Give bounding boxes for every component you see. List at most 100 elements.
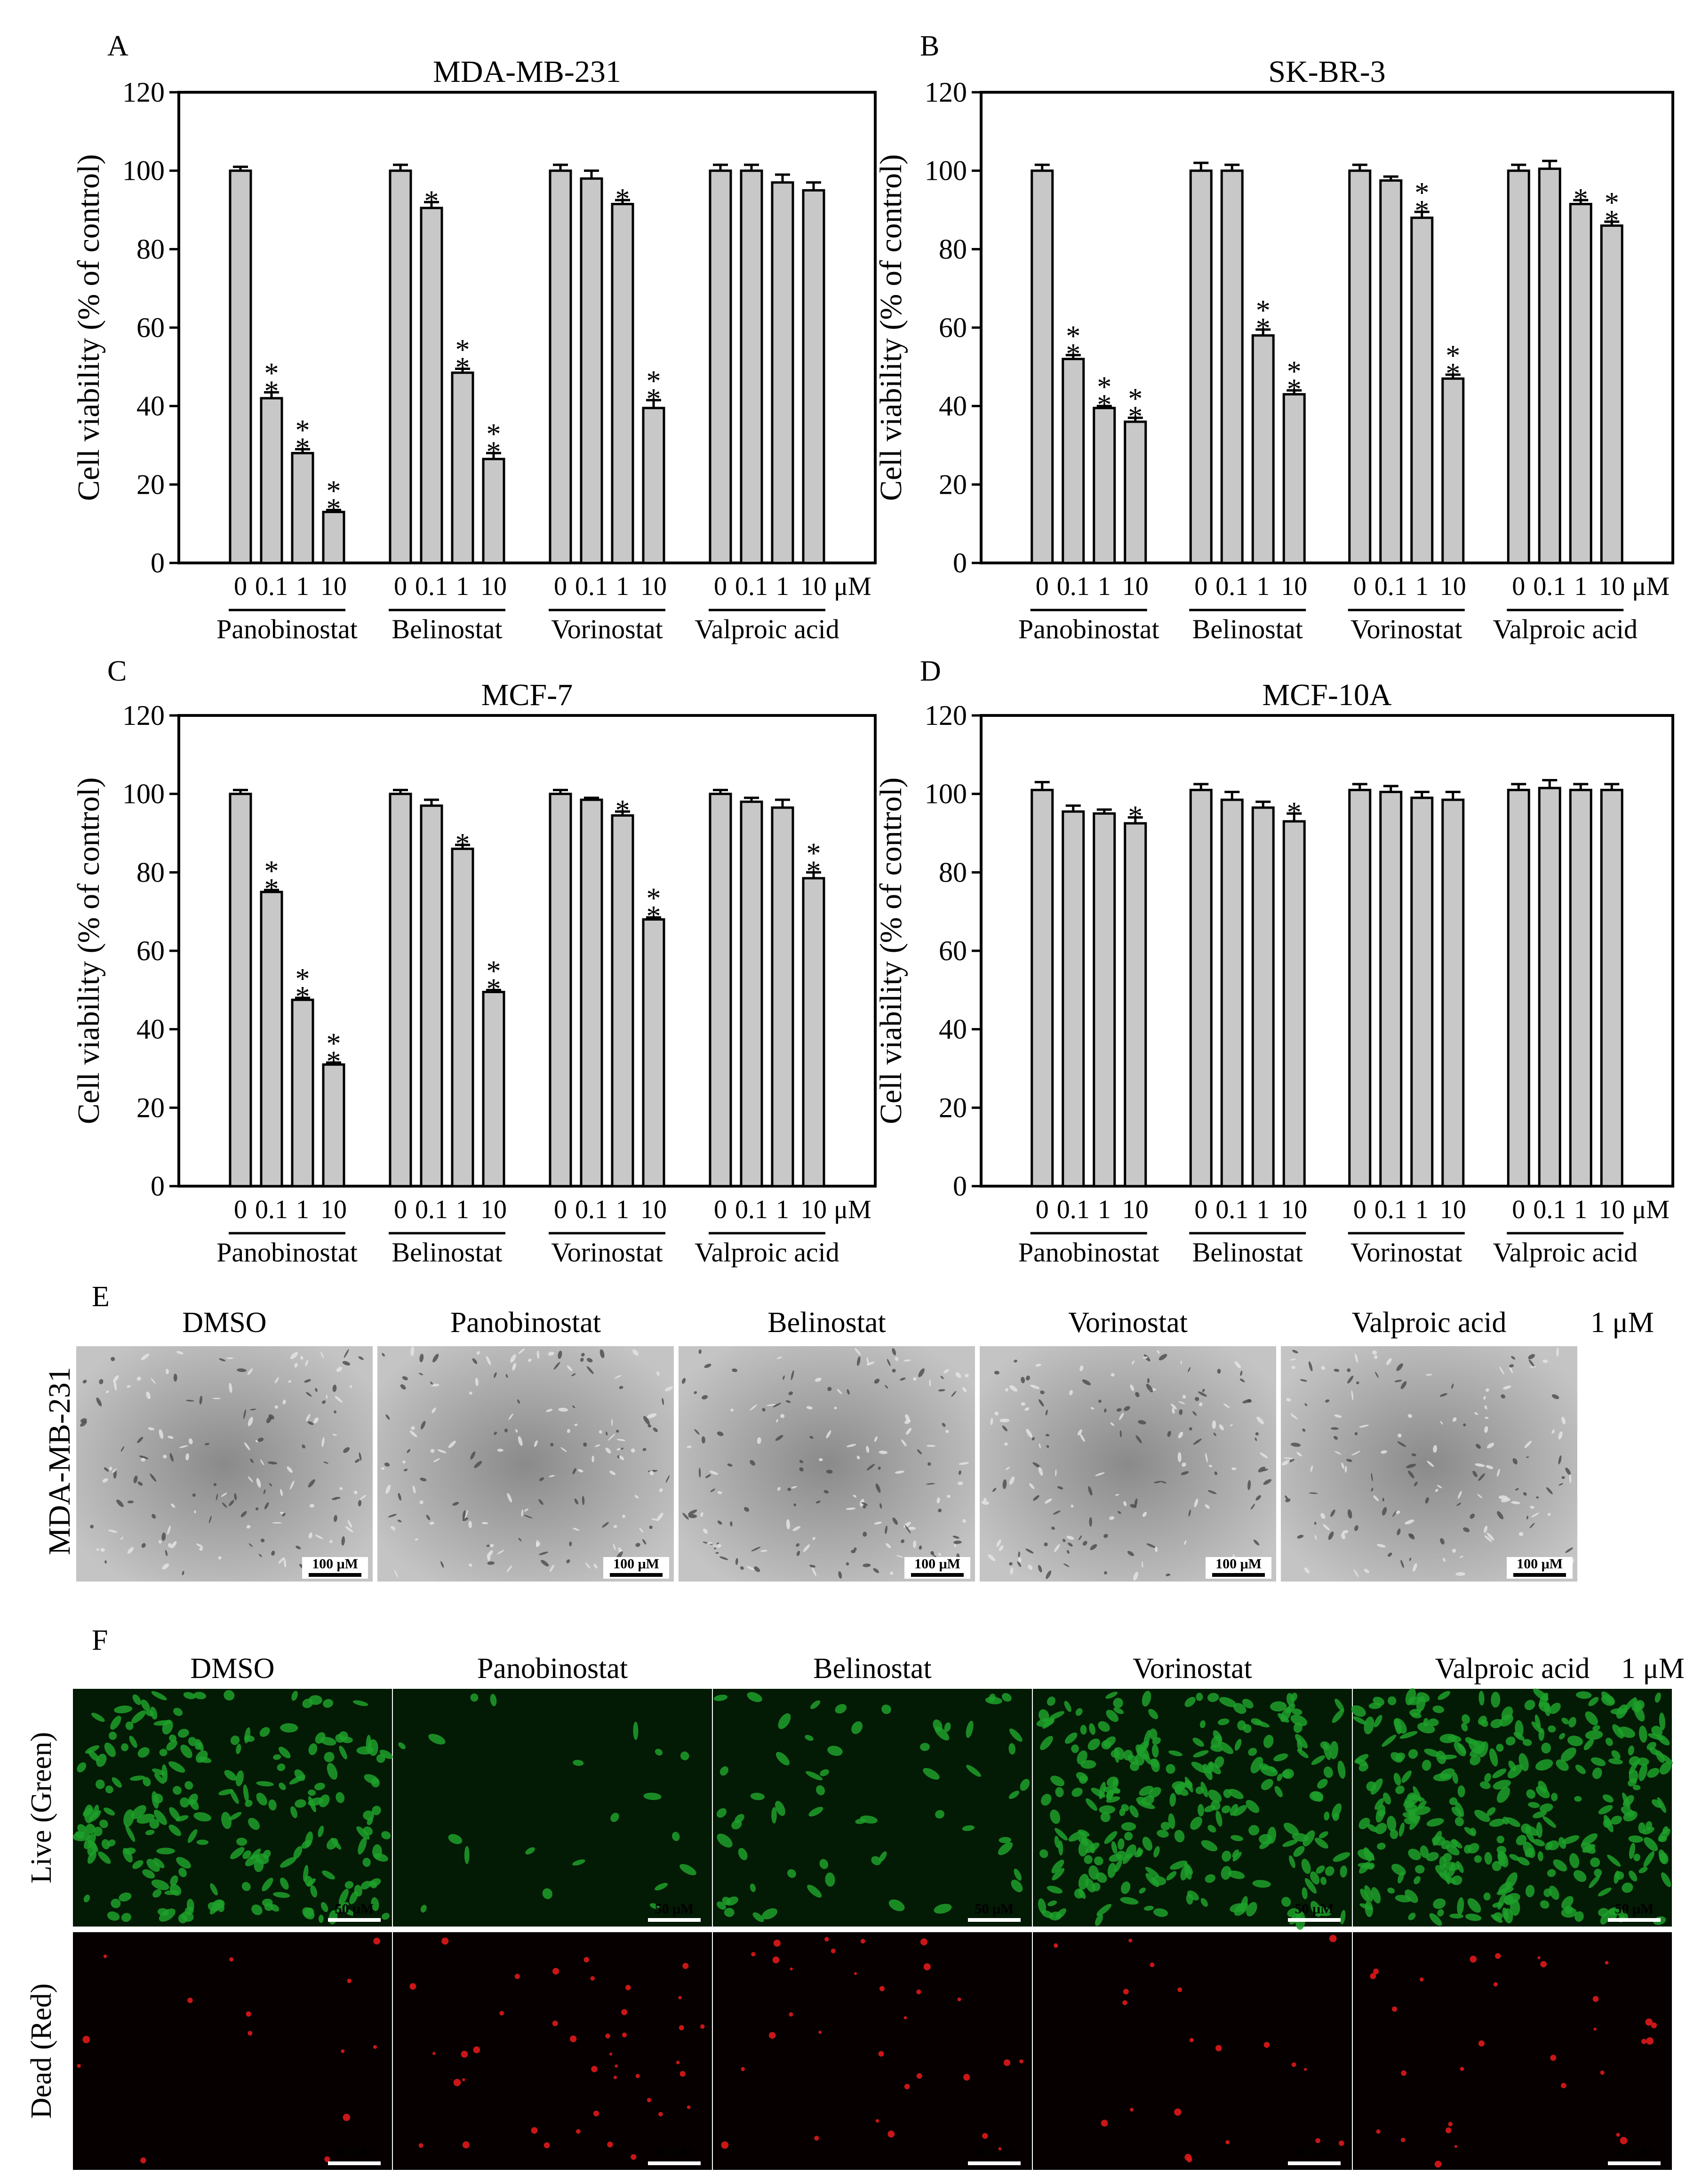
live-cell (1358, 1763, 1368, 1772)
cell-speck (99, 1379, 104, 1384)
live-cell (1398, 1871, 1404, 1884)
cell-speck (682, 1512, 689, 1520)
live-cell (367, 1817, 373, 1825)
cell-speck (82, 1380, 87, 1384)
cell-speck (280, 1489, 283, 1496)
live-cell (1052, 1868, 1065, 1880)
significance-star: * (327, 1046, 341, 1078)
dose-label: 0 (1036, 572, 1049, 601)
live-cell (1153, 1908, 1168, 1917)
cell-speck (595, 1444, 600, 1447)
cell-speck (791, 1486, 797, 1489)
live-cell (136, 1814, 155, 1824)
y-axis-label: Cell viability (% of control) (874, 154, 908, 501)
significance-star: * (1605, 205, 1619, 237)
live-cell (360, 1881, 371, 1890)
live-cell (358, 1837, 367, 1855)
live-cell (1008, 1791, 1020, 1799)
cell-speck (569, 1541, 572, 1547)
cell-speck (1212, 1420, 1216, 1429)
bar (580, 798, 603, 1188)
cell-speck (1328, 1531, 1334, 1540)
bar (611, 203, 634, 564)
live-cell (1055, 1787, 1064, 1798)
significance-star: * (487, 955, 501, 987)
live-cell (1222, 1805, 1231, 1814)
live-cell (169, 1884, 182, 1896)
cell-speck (1375, 1372, 1379, 1378)
live-cell (1292, 1708, 1302, 1715)
cell-speck (1021, 1402, 1025, 1406)
cell-speck (1400, 1381, 1407, 1389)
cell-speck (903, 1359, 911, 1362)
cell-speck (419, 1500, 424, 1504)
live-cell (1605, 1737, 1613, 1746)
live-cell (1360, 1888, 1369, 1902)
cell-speck (141, 1353, 150, 1360)
cell-speck (1032, 1462, 1041, 1468)
live-cell (129, 1775, 145, 1781)
live-cell (1106, 1710, 1119, 1722)
live-cell (1273, 1753, 1288, 1762)
cell-speck (1452, 1549, 1456, 1553)
cell-speck (1463, 1527, 1470, 1533)
bar (1251, 806, 1275, 1188)
cell-speck (1021, 1377, 1025, 1383)
dead-cell (583, 1957, 590, 1963)
cell-speck (159, 1540, 162, 1544)
cell-speck (599, 1430, 602, 1434)
live-cell (1078, 1873, 1089, 1890)
dose-label: 10 (320, 572, 347, 601)
bar (1348, 788, 1372, 1188)
cell-speck (1135, 1392, 1140, 1397)
live-cell (1332, 1709, 1344, 1723)
cell-speck (289, 1480, 295, 1490)
live-cell (278, 1746, 291, 1758)
cell-speck (1524, 1441, 1532, 1448)
cell-speck (1382, 1498, 1384, 1502)
cell-speck (762, 1408, 766, 1412)
cell-speck (558, 1407, 568, 1412)
cell-speck (1407, 1414, 1413, 1418)
bar (740, 800, 763, 1188)
dead-cell (678, 1996, 682, 1999)
live-cell (1583, 1739, 1594, 1750)
live-cell (1049, 1911, 1062, 1921)
dead-cell (878, 2051, 884, 2057)
bar (420, 804, 443, 1188)
cell-speck (1515, 1488, 1519, 1491)
group-name: Belinostat (1192, 614, 1303, 644)
fluorescence-column-label: DMSO (190, 1653, 274, 1685)
cell-speck (1512, 1458, 1518, 1465)
live-cell (124, 1847, 136, 1855)
live-cell (1333, 1813, 1340, 1821)
cell-speck (567, 1365, 573, 1372)
live-cell (1168, 1750, 1183, 1757)
cell-speck (1067, 1542, 1073, 1547)
cell-speck (1497, 1511, 1503, 1519)
cell-speck (591, 1455, 594, 1462)
cell-speck (305, 1360, 308, 1366)
live-cell (1484, 1852, 1492, 1865)
live-cell (1143, 1905, 1154, 1911)
live-cell (243, 1784, 249, 1803)
live-cell (1534, 1714, 1541, 1729)
cell-speck (698, 1349, 702, 1354)
live-cell (1542, 1816, 1557, 1828)
cell-speck (1321, 1366, 1325, 1370)
live-cell (1325, 1866, 1334, 1876)
cell-speck (664, 1386, 673, 1391)
chart-title: SK-BR-3 (1268, 55, 1385, 89)
live-cell (123, 1809, 135, 1827)
live-cell (262, 1898, 273, 1907)
cell-speck (750, 1404, 757, 1411)
cell-speck (1255, 1437, 1257, 1441)
live-cell (1323, 1766, 1333, 1778)
cell-speck (111, 1357, 115, 1361)
y-tick-label: 80 (939, 857, 967, 888)
live-cell (1114, 1747, 1119, 1763)
cell-speck (890, 1571, 894, 1575)
y-tick-label: 100 (925, 779, 967, 810)
cell-speck (1443, 1558, 1446, 1562)
